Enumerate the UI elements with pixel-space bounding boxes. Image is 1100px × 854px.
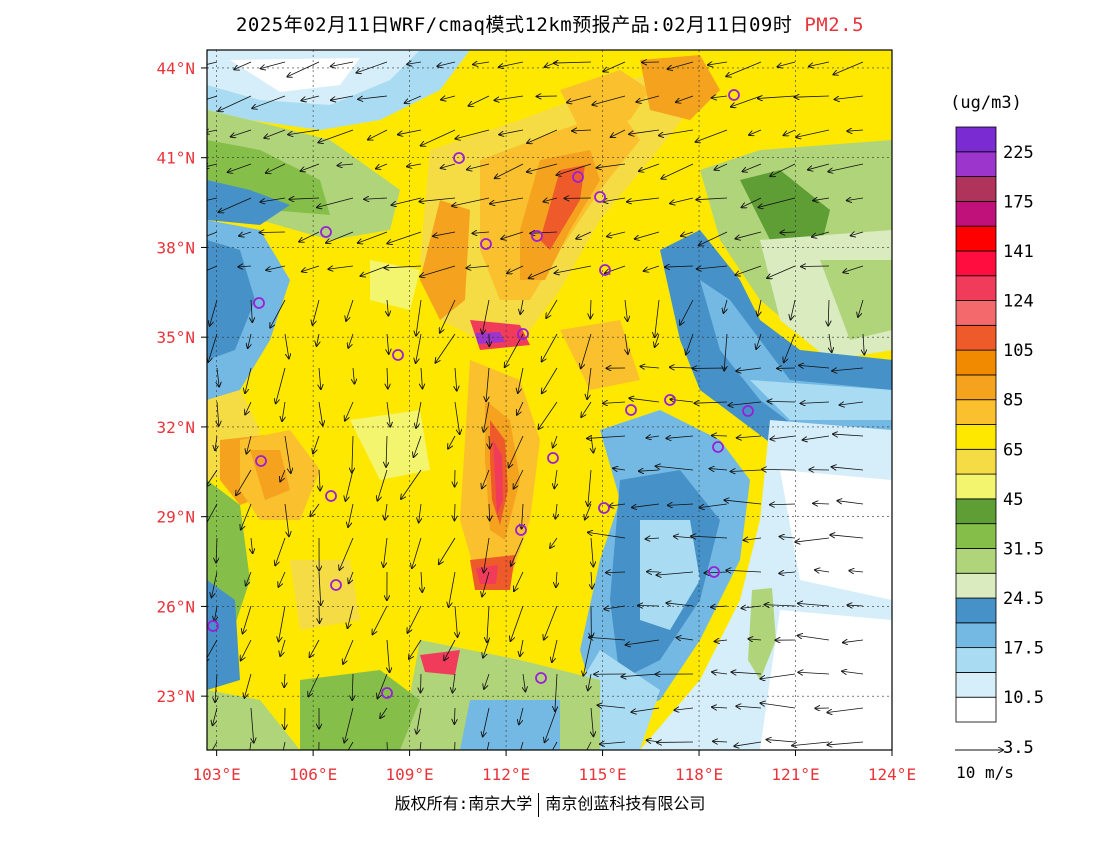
legend-label: 24.5 [1003, 589, 1044, 609]
legend-swatch [956, 499, 996, 524]
legend-swatch [956, 177, 996, 202]
legend-swatch [956, 598, 996, 623]
legend-swatch [956, 201, 996, 226]
legend-swatch [956, 375, 996, 400]
lon-label: 112°E [482, 765, 530, 784]
legend-swatch [956, 548, 996, 573]
legend-swatch [956, 127, 996, 152]
legend-label: 105 [1003, 341, 1034, 361]
lat-label: 44°N [156, 59, 195, 78]
page-title: 2025年02月11日WRF/cmaq模式12km预报产品:02月11日09时 P… [0, 10, 1100, 37]
legend-swatch [956, 425, 996, 450]
legend-swatch [956, 400, 996, 425]
legend-swatch [956, 697, 996, 722]
lon-label: 103°E [193, 765, 241, 784]
legend-unit: (ug/m3) [950, 93, 1022, 113]
legend-swatch [956, 623, 996, 648]
lon-label: 115°E [578, 765, 626, 784]
legend-swatch [956, 251, 996, 276]
pollution-field [207, 50, 892, 750]
legend-swatch [956, 648, 996, 673]
lat-label: 35°N [156, 328, 195, 347]
legend-label: 10.5 [1003, 688, 1044, 708]
wind-vector [712, 435, 727, 436]
legend-swatch [956, 573, 996, 598]
lat-label: 29°N [156, 508, 195, 527]
wind-vector [420, 674, 421, 692]
copyright-left: 版权所有:南京大学 [395, 794, 533, 813]
copyright-separator [538, 793, 539, 817]
wind-vector [638, 605, 659, 606]
legend-label: 3.5 [1003, 738, 1034, 758]
legend-label: 124 [1003, 292, 1034, 312]
legend-label: 225 [1003, 143, 1034, 163]
latitude-axis: 44°N 41°N 38°N 35°N 32°N 29°N 26°N 23°N [156, 59, 207, 706]
lat-label: 38°N [156, 238, 195, 257]
legend-label: 85 [1003, 391, 1023, 411]
legend-swatch [956, 474, 996, 499]
legend-label: 141 [1003, 242, 1034, 262]
lon-label: 118°E [675, 765, 723, 784]
wind-vector [801, 266, 829, 267]
title-main: 2025年02月11日WRF/cmaq模式12km预报产品:02月11日09时 [236, 14, 792, 36]
wind-scale-label: 10 m/s [956, 763, 1014, 782]
lat-label: 26°N [156, 597, 195, 616]
lat-label: 32°N [156, 418, 195, 437]
lat-label: 23°N [156, 687, 195, 706]
legend-label: 17.5 [1003, 639, 1044, 659]
legend-swatch [956, 672, 996, 697]
legend-label: 175 [1003, 192, 1034, 212]
copyright-footer: 版权所有:南京大学南京创蓝科技有限公司 [0, 790, 1100, 817]
title-species: PM2.5 [804, 14, 864, 36]
legend-label: 31.5 [1003, 539, 1044, 559]
copyright-right: 南京创蓝科技有限公司 [545, 794, 705, 813]
legend-swatch [956, 325, 996, 350]
legend-swatch [956, 350, 996, 375]
legend-label: 65 [1003, 440, 1023, 460]
legend-swatch [956, 524, 996, 549]
legend-swatch [956, 152, 996, 177]
lon-label: 106°E [289, 765, 337, 784]
wind-vector [454, 504, 455, 520]
legend-swatch [956, 276, 996, 301]
legend-swatch [956, 226, 996, 251]
lat-label: 41°N [156, 149, 195, 168]
legend-swatch [956, 449, 996, 474]
longitude-axis: 103°E 106°E 109°E 112°E 115°E 118°E 121°E 124°E [193, 750, 917, 784]
colorbar-legend: 225 175 141 124 105 85 65 45 31.5 24.5 17.5 10.5 3.5 [956, 127, 1044, 758]
lon-label: 124°E [868, 765, 916, 784]
lon-label: 109°E [386, 765, 434, 784]
legend-swatch [956, 301, 996, 326]
lon-label: 121°E [771, 765, 819, 784]
legend-label: 45 [1003, 490, 1023, 510]
